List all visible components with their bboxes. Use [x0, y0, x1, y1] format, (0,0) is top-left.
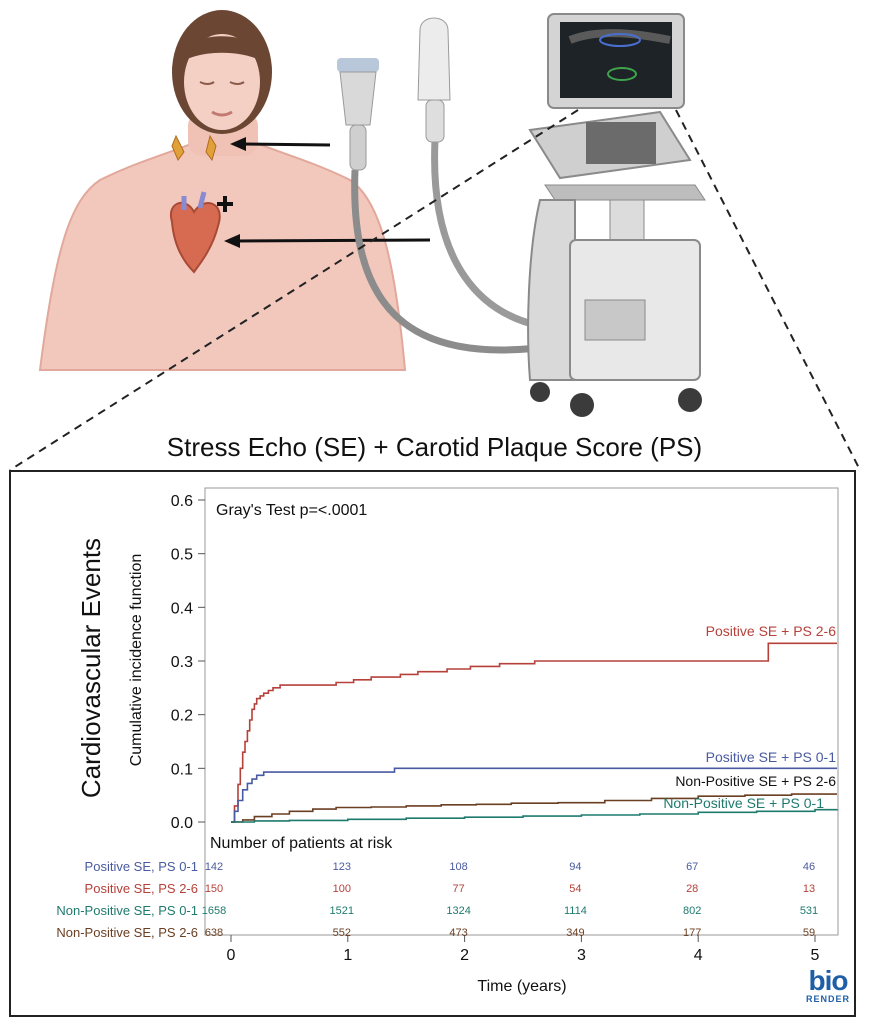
- risk-value: 123: [333, 861, 351, 873]
- patient-figure: [38, 10, 407, 371]
- ultrasound-probes: [337, 17, 611, 354]
- risk-value: 473: [449, 927, 467, 939]
- risk-table-header: Number of patients at risk: [210, 835, 393, 852]
- x-tick-label: 0: [227, 947, 236, 964]
- risk-value: 1658: [202, 905, 226, 917]
- risk-value: 177: [683, 927, 701, 939]
- series-line: [231, 793, 837, 823]
- y-axis-ticks: 0.0 0.1 0.2 0.3 0.4 0.5 0.6: [171, 493, 205, 832]
- risk-row-label: Non-Positive SE, PS 0-1: [56, 903, 198, 918]
- series-label: Positive SE + PS 0-1: [706, 749, 837, 765]
- y-tick-label: 0.6: [171, 493, 193, 510]
- risk-value: 552: [333, 927, 351, 939]
- risk-row-label: Positive SE, PS 2-6: [85, 881, 198, 896]
- chart-panel-border: [9, 470, 856, 1017]
- arrow-neck: [230, 137, 331, 151]
- y-tick-label: 0.5: [171, 547, 193, 564]
- y-tick-label: 0.2: [171, 708, 193, 725]
- x-axis-ticks: 0 1 2 3 4 5: [227, 935, 820, 964]
- series-line: [231, 808, 838, 823]
- risk-value: 100: [333, 883, 351, 895]
- risk-value: 59: [803, 927, 815, 939]
- x-tick-label: 5: [811, 947, 820, 964]
- series-lines: [231, 642, 838, 823]
- risk-value: 54: [569, 883, 581, 895]
- logo-line-2: RENDER: [805, 994, 850, 1004]
- series-line: [231, 642, 837, 823]
- y-tick-label: 0.1: [171, 761, 193, 778]
- logo-line-1: bio: [808, 965, 849, 996]
- risk-value: 1521: [330, 905, 354, 917]
- x-tick-label: 3: [577, 947, 586, 964]
- zoom-line-right: [675, 109, 861, 470]
- zoom-line-left: [9, 109, 579, 470]
- x-tick-label: 4: [694, 947, 703, 964]
- series-label: Positive SE + PS 2-6: [706, 623, 837, 639]
- y-tick-label: 0.4: [171, 600, 193, 617]
- risk-value: 1324: [446, 905, 470, 917]
- risk-row-label: Non-Positive SE, PS 2-6: [56, 925, 198, 940]
- y-tick-label: 0.3: [171, 654, 193, 671]
- risk-value: 531: [800, 905, 818, 917]
- risk-value: 1114: [564, 905, 587, 917]
- arrow-heart: [224, 234, 431, 248]
- biorender-logo: bio RENDER: [800, 965, 856, 1005]
- risk-value: 46: [803, 861, 815, 873]
- risk-value: 150: [205, 883, 223, 895]
- series-label: Non-Positive SE + PS 2-6: [675, 773, 836, 789]
- plot-frame: [204, 487, 839, 936]
- figure-title: Stress Echo (SE) + Carotid Plaque Score …: [166, 432, 703, 462]
- risk-value: 13: [803, 883, 815, 895]
- risk-value: 349: [566, 927, 584, 939]
- risk-table: Positive SE, PS 0-1 142 123 108 94 67 46 Positi…: [56, 859, 818, 940]
- series-label: Non-Positive SE + PS 0-1: [663, 795, 824, 811]
- risk-value: 108: [449, 861, 467, 873]
- risk-value: 67: [686, 861, 698, 873]
- series-line: [231, 767, 837, 823]
- risk-value: 77: [452, 883, 464, 895]
- illustration: [9, 10, 861, 470]
- y-tick-label: 0.0: [171, 815, 193, 832]
- grays-test-annotation: Gray's Test p=<.0001: [216, 502, 367, 519]
- side-label: Cardiovascular Events: [76, 538, 106, 798]
- ultrasound-machine: [527, 13, 706, 417]
- y-axis-label: Cumulative incidence function: [128, 554, 145, 767]
- risk-value: 802: [683, 905, 701, 917]
- risk-value: 638: [205, 927, 223, 939]
- x-axis-label: Time (years): [477, 978, 566, 995]
- risk-value: 142: [205, 861, 223, 873]
- series-labels: Positive SE + PS 2-6 Positive SE + PS 0-1…: [663, 623, 836, 811]
- x-tick-label: 2: [460, 947, 469, 964]
- risk-value: 94: [569, 861, 581, 873]
- x-tick-label: 1: [343, 947, 352, 964]
- risk-value: 28: [686, 883, 698, 895]
- risk-row-label: Positive SE, PS 0-1: [85, 859, 198, 874]
